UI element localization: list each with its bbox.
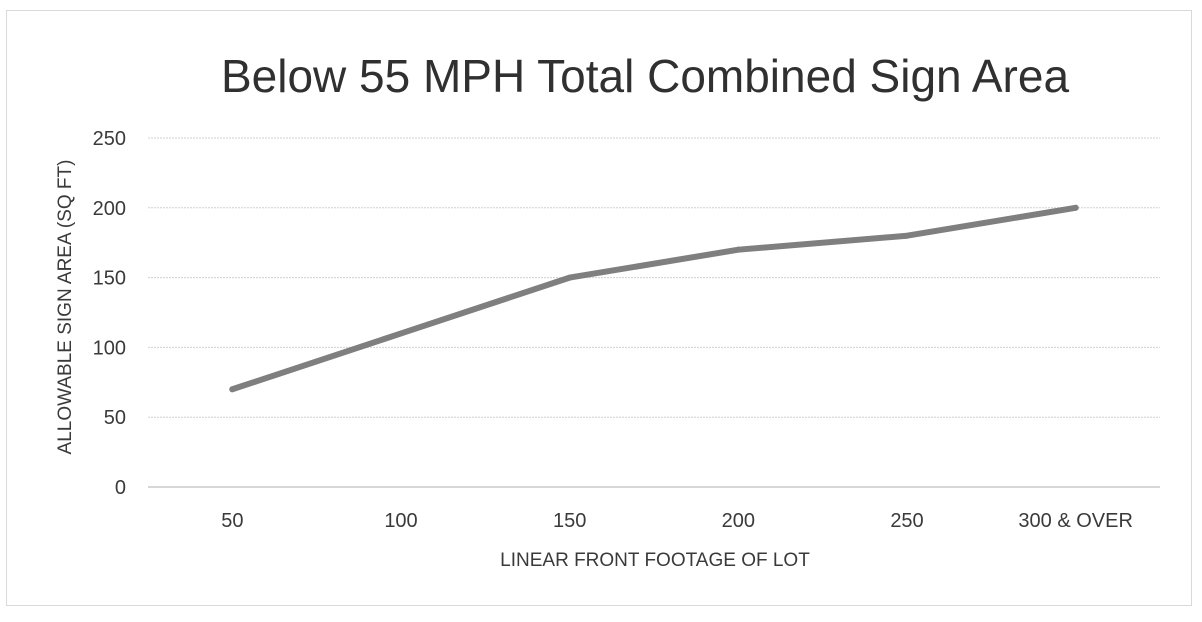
chart-frame: [6, 10, 1192, 606]
series-layer: [229, 204, 1079, 393]
data-point: [1072, 204, 1079, 211]
y-tick-label: 100: [93, 337, 126, 359]
y-tick-label: 150: [93, 268, 126, 290]
chart-title: Below 55 MPH Total Combined Sign Area: [221, 50, 1069, 102]
data-point: [229, 386, 236, 393]
y-tick-label: 0: [115, 477, 126, 499]
data-point: [904, 232, 910, 239]
series-line: [229, 204, 1079, 393]
y-axis-ticks: 0 50 100 150 200 250: [93, 128, 126, 499]
data-point: [735, 246, 742, 253]
y-tick-label: 50: [104, 407, 126, 429]
y-tick-label: 250: [93, 128, 126, 150]
x-tick-label: 300 & OVER: [1018, 510, 1133, 532]
x-tick-label: 150: [553, 510, 586, 532]
data-point: [398, 330, 404, 337]
x-tick-label: 200: [722, 510, 755, 532]
x-tick-label: 100: [384, 510, 417, 532]
y-tick-label: 200: [93, 198, 126, 220]
x-tick-label: 50: [221, 510, 243, 532]
data-point: [566, 274, 573, 281]
x-axis-ticks: 50 100 150 200 250 300 & OVER: [221, 510, 1133, 532]
gridlines: [148, 137, 1160, 488]
y-axis-title: ALLOWABLE SIGN AREA (SQ FT): [55, 160, 76, 455]
x-tick-label: 250: [890, 510, 923, 532]
x-axis-title: LINEAR FRONT FOOTAGE OF LOT: [500, 550, 810, 571]
